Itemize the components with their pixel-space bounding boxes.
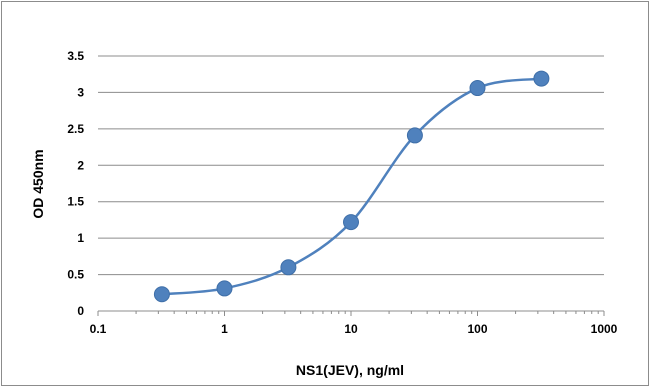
data-point — [280, 259, 297, 276]
data-point — [533, 70, 550, 87]
x-tick-label: 1 — [221, 322, 228, 336]
data-point — [406, 127, 423, 144]
x-tick-label: 10 — [344, 322, 358, 336]
series — [153, 70, 550, 303]
x-tick-label: 100 — [467, 322, 487, 336]
data-point — [343, 214, 359, 231]
data-point — [153, 286, 170, 303]
data-point — [469, 80, 486, 97]
y-tick-label: 1.5 — [67, 195, 84, 209]
series-line — [161, 77, 542, 296]
x-tick-label: 0.1 — [90, 322, 107, 336]
y-tick-labels: 0 0.5 1 1.5 2 2.5 3 3.5 — [67, 49, 84, 318]
x-axis-title: NS1(JEV), ng/ml — [296, 362, 404, 378]
x-tick-label: 1000 — [591, 322, 618, 336]
data-point — [216, 280, 233, 297]
axes — [97, 310, 605, 316]
x-tick-labels: 0.1 1 10 100 1000 — [90, 322, 618, 336]
y-tick-label: 2.5 — [67, 122, 84, 136]
y-tick-label: 2 — [77, 158, 84, 172]
y-tick-label: 3 — [77, 85, 84, 99]
y-tick-label: 3.5 — [67, 49, 84, 63]
y-axis-title: OD 450nm — [30, 149, 46, 218]
y-tick-label: 0.5 — [67, 268, 84, 282]
y-tick-label: 1 — [77, 231, 84, 245]
y-tick-label: 0 — [77, 304, 84, 318]
grid-lines — [98, 55, 604, 276]
